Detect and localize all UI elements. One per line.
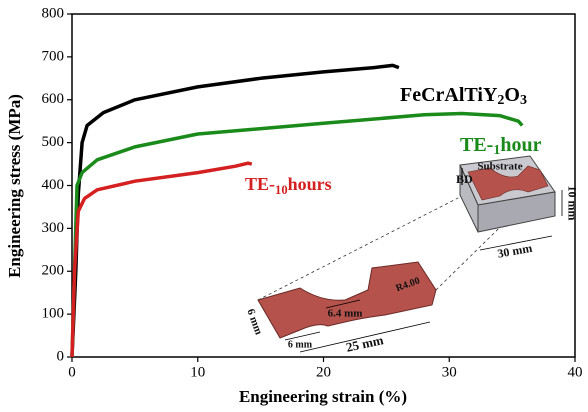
x-tick-label: 0: [68, 364, 76, 380]
annotation: Substrate: [477, 161, 522, 173]
x-tick-label: 30: [442, 364, 457, 380]
annotation: 25 mm: [345, 332, 385, 355]
annotation: BD: [456, 172, 473, 186]
y-axis-label: Engineering stress (MPa): [5, 94, 24, 278]
series-line: [72, 163, 252, 357]
x-axis-label: Engineering strain (%): [239, 387, 407, 406]
series-label: FeCrAlTiY2O3: [400, 84, 527, 109]
annotation: 6.4 mm: [328, 308, 363, 320]
y-tick-label: 800: [42, 5, 65, 21]
x-tick-label: 20: [316, 364, 331, 380]
y-tick-label: 300: [42, 220, 65, 236]
series-label: TE-10hours: [245, 174, 332, 197]
y-tick-label: 400: [42, 177, 65, 193]
y-tick-label: 700: [42, 48, 65, 64]
annotation: 6 mm: [288, 339, 313, 350]
y-tick-label: 100: [42, 306, 65, 322]
annotation: 30 mm: [496, 241, 533, 261]
annotation: 10 mm: [565, 186, 579, 221]
y-tick-label: 0: [57, 348, 65, 364]
x-tick-label: 10: [190, 364, 205, 380]
y-tick-label: 600: [42, 91, 65, 107]
x-tick-label: 40: [568, 364, 583, 380]
chart: Substrate BD 10 mm 30 mm R4.00 6 mm 6 mm…: [0, 0, 588, 412]
series-label: TE-1hour: [460, 134, 542, 159]
annotation: 6 mm: [244, 307, 264, 336]
y-tick-label: 500: [42, 134, 65, 150]
y-tick-label: 200: [42, 263, 65, 279]
